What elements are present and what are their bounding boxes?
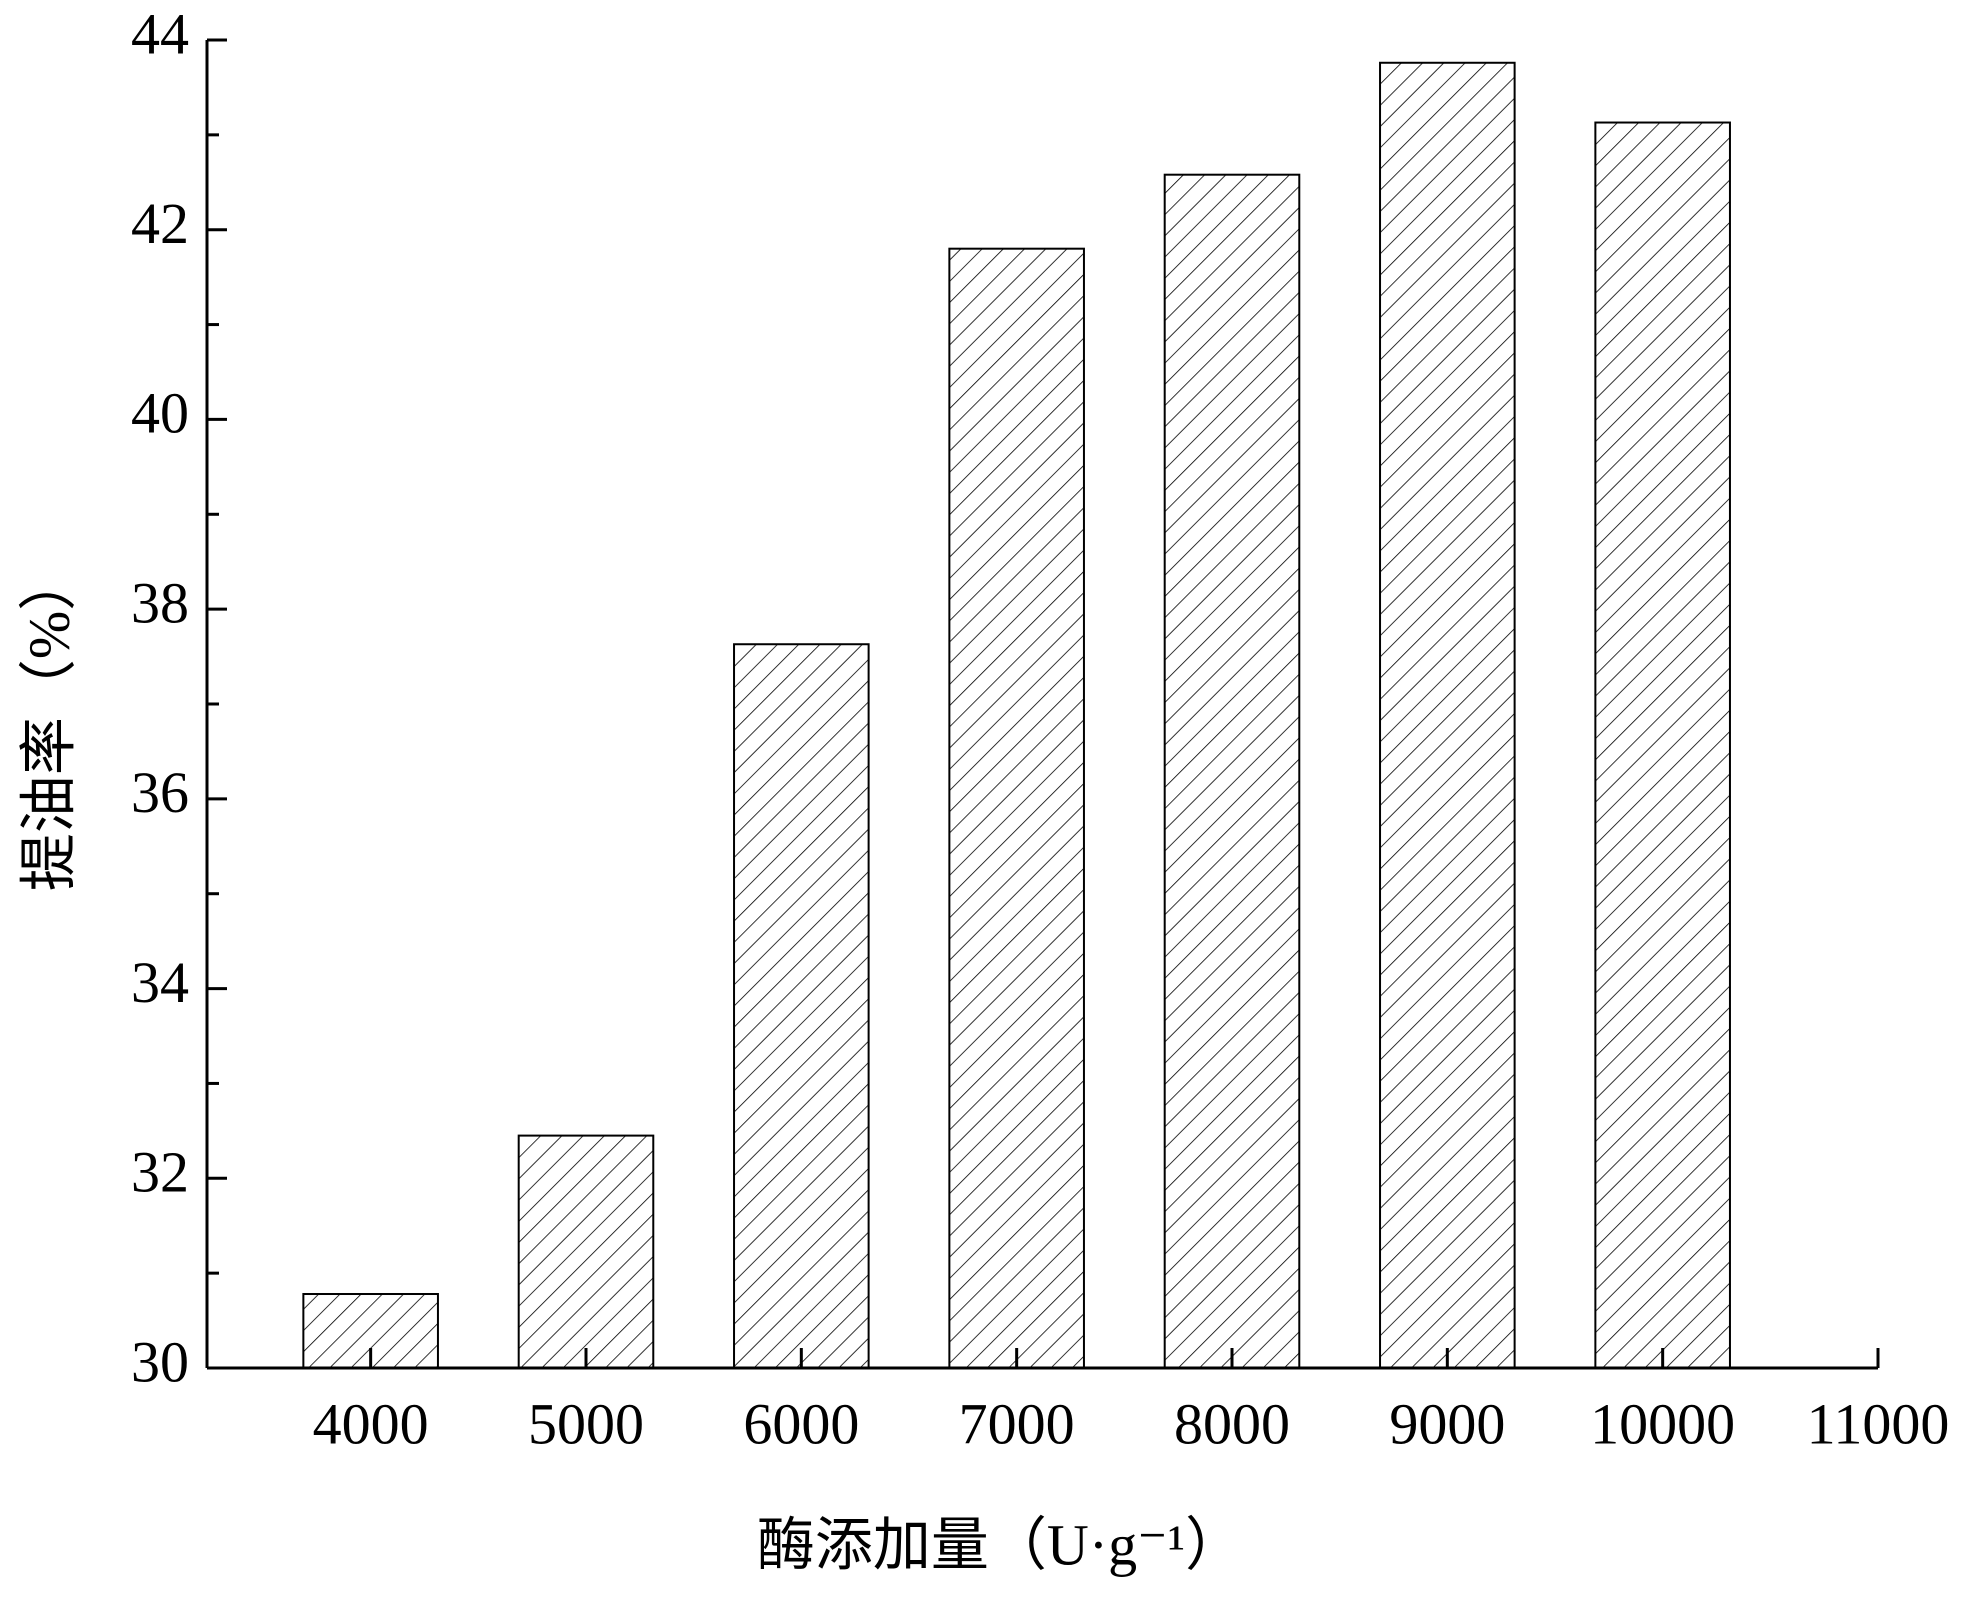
y-tick-label: 38 [131,570,189,635]
bar-hatch [1163,173,1301,1369]
y-tick-label: 44 [131,1,189,66]
x-tick-label: 11000 [1807,1391,1950,1456]
x-tick-label: 9000 [1389,1391,1505,1456]
x-tick-label: 6000 [743,1391,859,1456]
bar-hatch [733,643,870,1369]
y-tick-label: 34 [131,950,189,1015]
x-axis-label: 酶添加量（U·g⁻¹） [757,1512,1243,1577]
y-tick-label: 32 [131,1140,189,1205]
bar-hatch [948,247,1085,1370]
x-tick-label: 10000 [1590,1391,1735,1456]
y-axis-label: 提油率（%） [16,553,81,891]
y-tick-label: 42 [131,191,189,256]
x-tick-label: 5000 [528,1391,644,1456]
x-tick-label: 8000 [1174,1391,1290,1456]
y-tick-label: 40 [131,381,189,446]
bar-hatch [1379,61,1516,1369]
x-tick-label: 4000 [313,1391,429,1456]
y-tick-label: 30 [131,1329,189,1394]
bar-hatch [1594,121,1731,1369]
bar-hatch [517,1134,655,1369]
x-tick-label: 7000 [959,1391,1075,1456]
y-tick-label: 36 [131,760,189,825]
